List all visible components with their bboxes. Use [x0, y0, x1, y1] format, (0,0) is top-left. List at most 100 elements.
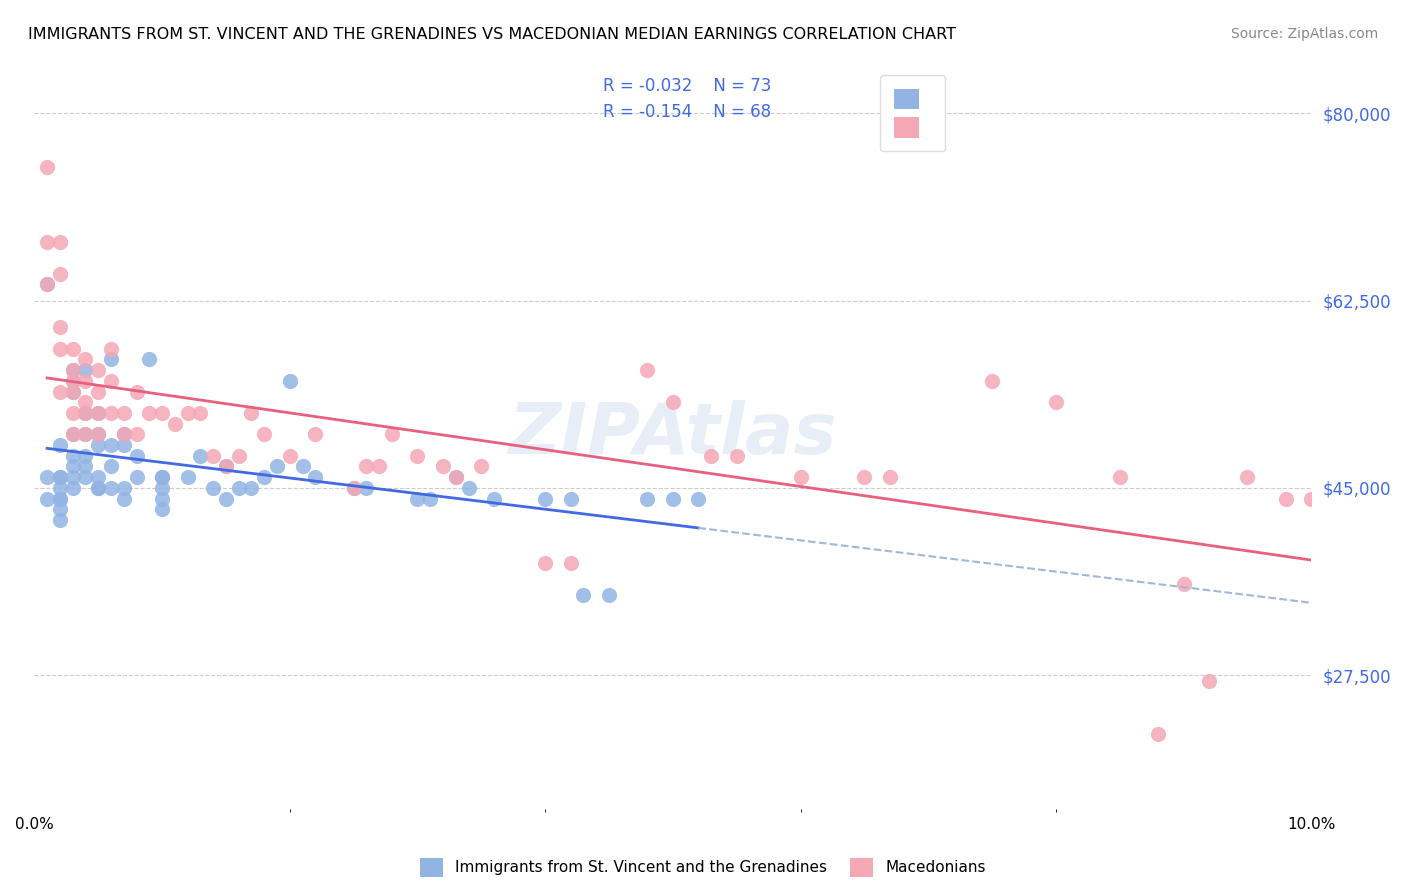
Point [49, 513, 72, 527]
Legend: Immigrants from St. Vincent and the Grenadines, Macedonians: Immigrants from St. Vincent and the Gren… [412, 850, 994, 884]
Text: R = -0.032    N = 73: R = -0.032 N = 73 [603, 77, 770, 95]
Point [62, 459, 84, 474]
Point [1147, 727, 1170, 741]
Point [112, 427, 135, 442]
Point [100, 374, 122, 388]
Point [49, 384, 72, 399]
Point [278, 374, 301, 388]
Point [62, 363, 84, 377]
Point [75, 406, 97, 420]
Point [87, 481, 110, 495]
Point [100, 438, 122, 452]
Point [125, 470, 148, 484]
Point [150, 502, 173, 516]
Point [75, 395, 97, 409]
Point [62, 384, 84, 399]
Point [112, 427, 135, 442]
Point [100, 352, 122, 367]
Point [725, 449, 748, 463]
Point [406, 449, 429, 463]
Point [112, 438, 135, 452]
Point [138, 352, 160, 367]
Point [291, 459, 314, 474]
Point [1045, 395, 1067, 409]
Point [150, 491, 173, 506]
Point [87, 427, 110, 442]
Point [37, 491, 59, 506]
Point [87, 406, 110, 420]
Point [1301, 491, 1323, 506]
Point [342, 481, 364, 495]
Point [278, 449, 301, 463]
Point [879, 470, 901, 484]
Point [406, 491, 429, 506]
Point [49, 470, 72, 484]
Legend: , : , [880, 76, 945, 151]
Point [215, 459, 238, 474]
Point [1236, 470, 1258, 484]
Point [356, 481, 378, 495]
Point [49, 491, 72, 506]
Point [100, 481, 122, 495]
Point [62, 342, 84, 356]
Point [457, 481, 479, 495]
Text: ZIPAtlas: ZIPAtlas [509, 400, 837, 469]
Point [1274, 491, 1296, 506]
Point [240, 481, 263, 495]
Point [87, 470, 110, 484]
Point [75, 427, 97, 442]
Point [432, 459, 454, 474]
Point [470, 459, 492, 474]
Point [37, 277, 59, 292]
Point [534, 491, 557, 506]
Point [125, 427, 148, 442]
Point [125, 384, 148, 399]
Point [853, 470, 876, 484]
Point [688, 491, 710, 506]
Point [62, 363, 84, 377]
Point [62, 406, 84, 420]
Point [215, 491, 238, 506]
Point [190, 449, 212, 463]
Point [75, 363, 97, 377]
Point [444, 470, 467, 484]
Point [100, 459, 122, 474]
Point [75, 427, 97, 442]
Point [228, 481, 250, 495]
Point [138, 406, 160, 420]
Point [1198, 673, 1220, 688]
Text: IMMIGRANTS FROM ST. VINCENT AND THE GRENADINES VS MACEDONIAN MEDIAN EARNINGS COR: IMMIGRANTS FROM ST. VINCENT AND THE GREN… [28, 27, 956, 42]
Point [381, 427, 404, 442]
Point [662, 395, 685, 409]
Point [75, 352, 97, 367]
Point [190, 406, 212, 420]
Point [75, 406, 97, 420]
Point [49, 342, 72, 356]
Point [253, 427, 276, 442]
Point [49, 267, 72, 281]
Point [304, 470, 326, 484]
Point [75, 459, 97, 474]
Point [37, 470, 59, 484]
Point [202, 481, 225, 495]
Point [368, 459, 391, 474]
Point [253, 470, 276, 484]
Point [112, 406, 135, 420]
Point [62, 374, 84, 388]
Point [112, 481, 135, 495]
Point [636, 491, 658, 506]
Point [1173, 577, 1195, 591]
Point [228, 449, 250, 463]
Point [62, 427, 84, 442]
Point [150, 481, 173, 495]
Point [62, 470, 84, 484]
Point [37, 277, 59, 292]
Point [75, 374, 97, 388]
Point [49, 481, 72, 495]
Point [49, 320, 72, 334]
Point [87, 363, 110, 377]
Point [87, 438, 110, 452]
Point [87, 384, 110, 399]
Point [560, 556, 582, 570]
Point [62, 374, 84, 388]
